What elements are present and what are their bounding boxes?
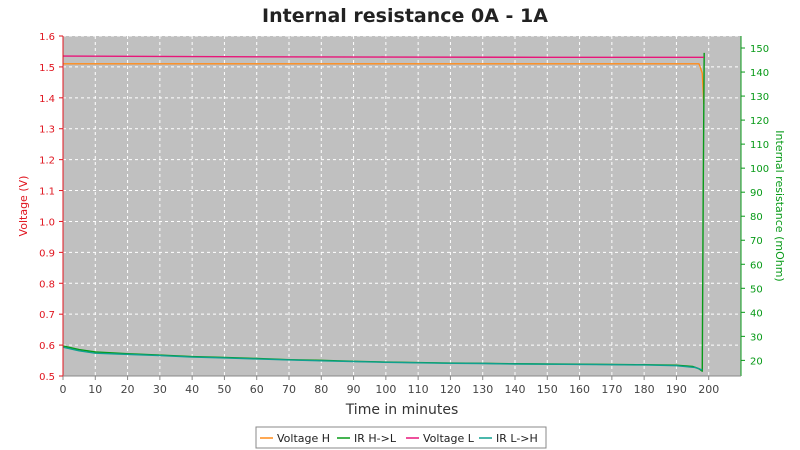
right-tick-label: 140 — [750, 68, 769, 79]
x-tick-label: 170 — [601, 383, 622, 396]
left-tick-label: 0.9 — [39, 248, 55, 259]
right-tick-label: 100 — [750, 164, 769, 175]
x-tick-label: 40 — [185, 383, 199, 396]
series-line-3 — [62, 346, 703, 371]
x-tick-label: 160 — [569, 383, 590, 396]
right-tick-label: 110 — [750, 140, 769, 151]
x-tick-label: 30 — [153, 383, 167, 396]
left-tick-label: 1.5 — [39, 63, 55, 74]
x-tick-label: 130 — [472, 383, 493, 396]
right-tick-label: 150 — [750, 44, 769, 55]
plot-area — [63, 36, 741, 376]
series-layer — [62, 52, 705, 372]
right-tick-label: 120 — [750, 116, 769, 127]
legend: Voltage H IR H->L Voltage L IR L->H — [255, 426, 547, 449]
x-tick-label: 190 — [666, 383, 687, 396]
x-tick-label: 180 — [634, 383, 655, 396]
x-tick-label: 110 — [408, 383, 429, 396]
series-line-0 — [63, 63, 705, 105]
legend-item-label: Voltage H — [277, 432, 330, 445]
x-tick-label: 20 — [121, 383, 135, 396]
right-tick-label: 80 — [750, 212, 763, 223]
left-tick-label: 0.6 — [39, 341, 55, 352]
x-tick-label: 70 — [282, 383, 296, 396]
x-tick-label: 90 — [347, 383, 361, 396]
legend-item-label: IR H->L — [354, 432, 397, 445]
left-tick-label: 1.1 — [39, 187, 55, 198]
x-tick-label: 0 — [60, 383, 67, 396]
x-tick-label: 100 — [375, 383, 396, 396]
left-tick-label: 0.5 — [39, 372, 55, 383]
right-tick-label: 30 — [750, 332, 763, 343]
left-tick-label: 1.4 — [39, 94, 55, 105]
right-tick-label: 20 — [750, 356, 763, 367]
legend-item-label: Voltage L — [423, 432, 475, 445]
right-ticks: 20 30 40 50 60 70 80 90 100 110 120 130 140 150 — [741, 44, 769, 367]
x-tick-label: 50 — [217, 383, 231, 396]
right-tick-label: 90 — [750, 188, 763, 199]
x-tick-label: 10 — [88, 383, 102, 396]
left-tick-label: 0.8 — [39, 279, 55, 290]
left-tick-label: 1.6 — [39, 32, 55, 43]
x-ticks: 0 10 20 30 40 50 60 70 80 90 100 110 120 130 140 150 160… — [60, 376, 719, 396]
x-tick-label: 80 — [314, 383, 328, 396]
x-tick-label: 200 — [698, 383, 719, 396]
left-tick-label: 0.7 — [39, 310, 55, 321]
right-tick-label: 60 — [750, 260, 763, 271]
grid — [62, 35, 741, 377]
x-axis-label: Time in minutes — [345, 402, 459, 418]
right-tick-label: 70 — [750, 236, 763, 247]
left-axis-label: Voltage (V) — [17, 176, 30, 237]
left-tick-label: 1.2 — [39, 156, 55, 167]
right-tick-label: 130 — [750, 92, 769, 103]
right-tick-label: 40 — [750, 308, 763, 319]
x-tick-label: 150 — [537, 383, 558, 396]
series-line-2 — [62, 55, 704, 59]
x-tick-label: 60 — [250, 383, 264, 396]
chart-title: Internal resistance 0A - 1A — [262, 5, 548, 27]
x-tick-label: 140 — [505, 383, 526, 396]
right-tick-label: 50 — [750, 284, 763, 295]
x-tick-label: 120 — [440, 383, 461, 396]
left-tick-label: 1.3 — [39, 125, 55, 136]
left-tick-label: 1.0 — [39, 217, 55, 228]
left-ticks: 0.5 0.6 0.7 0.8 0.9 1.0 1.1 1.2 1.3 1.4 1.5 1.6 — [39, 32, 63, 383]
right-axis-label: Internal resistance (mOhm) — [773, 130, 786, 281]
legend-item-label: IR L->H — [496, 432, 538, 445]
legend-box — [255, 426, 547, 449]
